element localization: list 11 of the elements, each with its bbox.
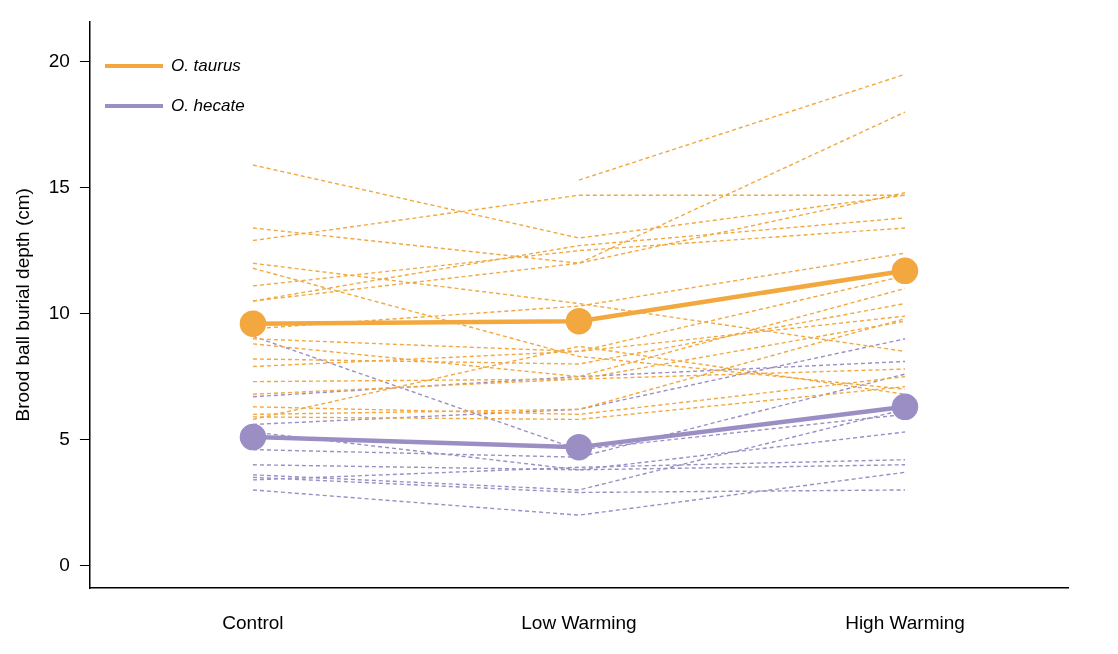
x-tick-label: Low Warming <box>521 611 637 633</box>
x-tick-label: High Warming <box>845 611 965 633</box>
y-tick-label: 15 <box>48 175 70 197</box>
y-tick-label: 0 <box>59 553 70 575</box>
y-tick-label: 20 <box>48 49 70 71</box>
x-tick-label: Control <box>222 611 284 633</box>
y-tick-label: 5 <box>59 427 70 449</box>
y-tick-label: 10 <box>48 301 70 323</box>
legend-label: O. hecate <box>170 96 245 117</box>
y-axis-title: Brood ball burial depth (cm) <box>11 188 33 422</box>
legend-label: O. taurus <box>170 56 241 77</box>
